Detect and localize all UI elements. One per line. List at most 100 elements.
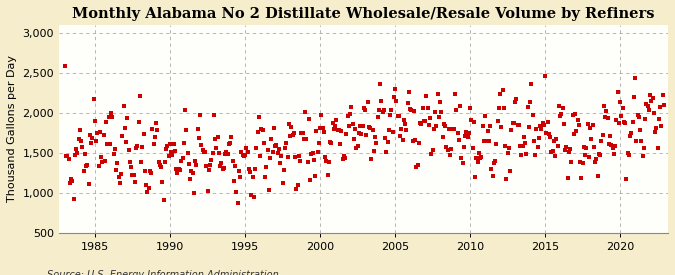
Point (269, 144, 280, 148)
Point (354, 123, 365, 128)
Point (507, 121, 518, 125)
Point (138, 132, 149, 136)
Point (157, 180, 168, 185)
Point (511, 97, 522, 101)
Point (331, 118, 342, 122)
Point (178, 141, 189, 145)
Point (226, 135, 237, 139)
Point (76, 139, 86, 144)
Point (221, 150, 232, 155)
Point (222, 152, 233, 156)
Point (115, 180, 126, 185)
Point (549, 154, 560, 158)
Point (209, 113, 219, 117)
Point (582, 121, 593, 126)
Point (292, 183, 303, 188)
Point (385, 112, 396, 117)
Point (197, 148, 208, 152)
Point (506, 128, 516, 132)
Point (248, 195, 259, 200)
Point (555, 114, 566, 119)
Point (603, 142, 614, 146)
Point (658, 103, 669, 108)
Point (106, 111, 117, 115)
Point (234, 168, 244, 173)
Point (311, 129, 322, 133)
Point (322, 173, 333, 177)
Point (442, 147, 453, 152)
Point (497, 88, 508, 93)
Point (470, 174, 481, 179)
Point (315, 126, 325, 130)
Point (375, 82, 385, 86)
Point (633, 114, 644, 119)
Point (86, 141, 97, 145)
Point (464, 106, 475, 111)
Point (203, 168, 214, 172)
Point (297, 131, 308, 136)
Point (307, 150, 318, 155)
Point (386, 108, 397, 112)
Point (546, 150, 557, 154)
Point (163, 153, 174, 158)
Point (589, 145, 599, 150)
Point (325, 140, 335, 144)
Point (356, 132, 367, 137)
Point (617, 105, 628, 110)
Point (387, 130, 398, 135)
Point (296, 130, 306, 135)
Point (482, 129, 493, 133)
Point (371, 141, 381, 145)
Point (431, 123, 441, 128)
Point (452, 131, 463, 135)
Point (84, 133, 95, 137)
Point (228, 178, 239, 183)
Point (136, 160, 146, 165)
Point (522, 105, 533, 109)
Point (75, 128, 86, 133)
Point (141, 183, 152, 187)
Point (247, 175, 258, 180)
Point (614, 120, 624, 125)
Point (463, 131, 474, 135)
Point (486, 167, 497, 171)
Point (369, 148, 379, 153)
Point (319, 129, 329, 134)
Point (531, 127, 542, 131)
Point (287, 133, 298, 137)
Point (202, 189, 213, 193)
Point (576, 176, 587, 180)
Point (186, 168, 196, 173)
Point (265, 155, 275, 160)
Point (411, 165, 422, 169)
Point (96, 155, 107, 159)
Point (446, 147, 457, 151)
Point (447, 126, 458, 131)
Point (211, 146, 221, 150)
Point (400, 122, 410, 127)
Point (558, 122, 569, 127)
Point (200, 150, 211, 155)
Point (184, 162, 194, 167)
Point (72, 151, 83, 156)
Point (81, 164, 92, 168)
Point (207, 151, 218, 155)
Point (429, 110, 440, 114)
Point (383, 128, 394, 133)
Point (410, 138, 421, 142)
Point (363, 125, 374, 130)
Point (533, 136, 544, 140)
Point (119, 126, 130, 131)
Point (276, 154, 287, 159)
Point (421, 93, 432, 98)
Point (162, 144, 173, 148)
Point (82, 163, 93, 167)
Point (653, 117, 664, 121)
Point (278, 167, 289, 172)
Point (269, 126, 279, 130)
Point (656, 124, 667, 128)
Point (626, 131, 637, 135)
Point (420, 119, 431, 123)
Point (225, 141, 236, 145)
Point (348, 137, 359, 141)
